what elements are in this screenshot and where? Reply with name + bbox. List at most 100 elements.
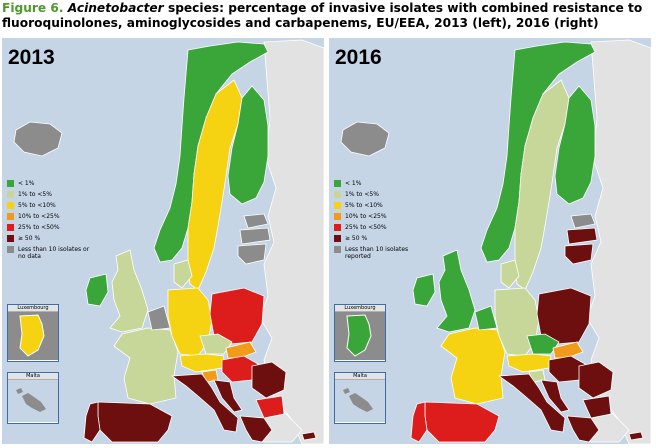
legend-label: 1% to <5%	[345, 191, 379, 198]
legend-label: 5% to <10%	[18, 202, 56, 209]
legend-label: ≥ 50 %	[345, 235, 368, 242]
map-panel-2013: 2013 < 1% 1% to <5% 5% to <10% 10% to <25% 2…	[2, 38, 324, 444]
europe-map	[13, 39, 324, 444]
country-lithuania	[564, 243, 594, 265]
legend-swatch	[334, 202, 341, 209]
malta-inset-map	[8, 380, 58, 422]
country-uk	[109, 249, 149, 333]
legend-item: 10% to <25%	[7, 213, 90, 220]
legend-item: 10% to <25%	[334, 213, 417, 220]
country-croatia	[213, 379, 243, 413]
legend-swatch	[7, 180, 14, 187]
legend-item: ≥ 50 %	[7, 235, 90, 242]
legend-item: 5% to <10%	[334, 202, 417, 209]
non-reporting-region	[586, 39, 651, 444]
malta-inset: Malta	[334, 372, 386, 424]
legend-label: 25% to <50%	[18, 224, 60, 231]
legend-label: 25% to <50%	[345, 224, 387, 231]
country-lithuania	[237, 243, 267, 265]
year-label: 2016	[335, 46, 382, 69]
legend-swatch	[7, 246, 14, 253]
country-greece	[566, 415, 600, 443]
legend-swatch	[334, 235, 341, 242]
country-latvia	[239, 227, 271, 245]
luxembourg-inset-map	[335, 312, 385, 360]
country-finland	[554, 85, 596, 205]
malta-inset-title: Malta	[8, 373, 58, 380]
legend-swatch	[334, 191, 341, 198]
legend-label: 1% to <5%	[18, 191, 52, 198]
luxembourg-inset-title: Luxembourg	[335, 305, 385, 312]
legend-item: ≥ 50 %	[334, 235, 417, 242]
map-panel-2016: 2016 < 1% 1% to <5% 5% to <10% 10% to <25% 2…	[329, 38, 651, 444]
luxembourg-inset: Luxembourg	[334, 304, 386, 362]
country-ireland	[85, 273, 109, 307]
country-portugal	[83, 401, 101, 443]
legend: < 1% 1% to <5% 5% to <10% 10% to <25% 25% to…	[7, 180, 90, 264]
country-austria	[506, 353, 552, 373]
figure-caption: Figure 6. Acinetobacter species: percent…	[2, 1, 652, 31]
country-uk	[436, 249, 476, 333]
legend-item: 25% to <50%	[7, 224, 90, 231]
caption-text: species: percentage of invasive isolates…	[2, 1, 643, 30]
legend-item: 1% to <5%	[334, 191, 417, 198]
year-label: 2013	[8, 46, 55, 69]
country-france	[440, 327, 506, 405]
legend-label: Less than 10 isolates reported	[345, 246, 409, 260]
non-reporting-region	[259, 39, 324, 444]
country-croatia	[540, 379, 570, 413]
legend-item: 25% to <50%	[334, 224, 417, 231]
country-denmark	[173, 259, 193, 289]
legend-swatch	[7, 235, 14, 242]
country-portugal	[410, 401, 428, 443]
country-poland	[209, 287, 265, 345]
country-romania	[578, 361, 614, 399]
country-slovakia	[552, 341, 584, 359]
legend-swatch	[334, 213, 341, 220]
country-cyprus	[301, 431, 317, 441]
country-iceland	[13, 121, 63, 157]
malta-inset-title: Malta	[335, 373, 385, 380]
legend-label: 5% to <10%	[345, 202, 383, 209]
country-iceland	[340, 121, 390, 157]
legend-label: 10% to <25%	[18, 213, 60, 220]
figure-label: Figure 6.	[2, 1, 64, 15]
luxembourg-inset-title: Luxembourg	[8, 305, 58, 312]
luxembourg-inset: Luxembourg	[7, 304, 59, 362]
legend-item: Less than 10 isolates reported	[334, 246, 417, 260]
country-slovakia	[225, 341, 257, 359]
legend-item: Less than 10 isolates or no data	[7, 246, 90, 260]
country-estonia	[243, 213, 269, 229]
legend-swatch	[7, 202, 14, 209]
country-latvia	[566, 227, 598, 245]
legend-swatch	[334, 224, 341, 231]
country-austria	[179, 353, 225, 373]
country-poland	[536, 287, 592, 345]
country-france	[113, 327, 179, 405]
legend-item: 1% to <5%	[7, 191, 90, 198]
malta-inset: Malta	[7, 372, 59, 424]
legend-swatch	[334, 180, 341, 187]
legend-swatch	[7, 191, 14, 198]
country-italy	[170, 373, 239, 433]
legend-item: < 1%	[7, 180, 90, 187]
country-finland	[227, 85, 269, 205]
legend-item: < 1%	[334, 180, 417, 187]
luxembourg-inset-map	[8, 312, 58, 360]
legend-swatch	[7, 213, 14, 220]
legend-item: 5% to <10%	[7, 202, 90, 209]
europe-map	[340, 39, 651, 444]
caption-genus: Acinetobacter	[67, 1, 164, 15]
country-romania	[251, 361, 287, 399]
country-greece	[239, 415, 273, 443]
country-bulgaria	[582, 395, 612, 419]
country-cyprus	[628, 431, 644, 441]
country-denmark	[500, 259, 520, 289]
legend: < 1% 1% to <5% 5% to <10% 10% to <25% 25% to…	[334, 180, 417, 264]
country-benelux	[474, 305, 498, 331]
country-estonia	[570, 213, 596, 229]
country-bulgaria	[255, 395, 285, 419]
legend-swatch	[7, 224, 14, 231]
legend-label: < 1%	[345, 180, 362, 187]
legend-swatch	[334, 246, 341, 253]
